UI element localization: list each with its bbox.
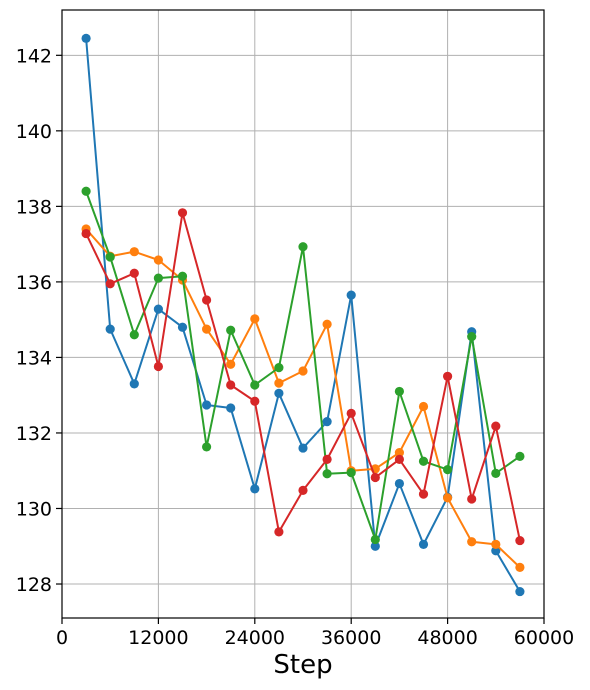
x-tick-label: 36000 — [321, 627, 381, 649]
data-point — [491, 539, 501, 549]
data-point — [418, 401, 429, 412]
data-point — [298, 485, 308, 495]
grid-lines — [61, 10, 545, 618]
plot-frame — [61, 9, 545, 619]
data-point — [202, 324, 212, 334]
data-point — [202, 442, 212, 452]
data-point — [443, 464, 453, 475]
data-point — [177, 271, 188, 281]
data-point — [467, 494, 477, 504]
series-2 — [81, 224, 525, 572]
data-point — [491, 546, 501, 556]
series-group — [81, 33, 525, 597]
data-point — [515, 586, 525, 597]
data-point — [81, 33, 91, 43]
data-point — [298, 242, 308, 252]
data-point — [322, 417, 332, 427]
data-point — [346, 468, 356, 478]
x-axis-title: Step — [273, 650, 332, 680]
data-point — [153, 255, 163, 265]
data-point — [250, 484, 260, 494]
data-point — [515, 451, 525, 461]
y-axis: 128 130 132 134 136 138 140 142 — [16, 45, 62, 596]
data-point — [250, 396, 260, 406]
data-point — [515, 535, 525, 546]
data-point — [346, 290, 356, 300]
data-point — [274, 363, 284, 373]
data-point — [418, 456, 429, 466]
data-point — [129, 247, 139, 257]
data-point — [250, 380, 260, 390]
x-tick-label: 12000 — [128, 627, 188, 649]
data-point — [515, 562, 525, 572]
data-point — [418, 539, 429, 549]
data-point — [226, 380, 236, 390]
data-point — [153, 273, 163, 283]
data-point — [394, 386, 404, 397]
y-tick-label: 132 — [16, 423, 52, 445]
data-point — [418, 489, 429, 499]
data-point — [443, 371, 453, 381]
series-4 — [81, 208, 525, 546]
y-tick-label: 128 — [16, 574, 52, 596]
y-tick-label: 138 — [16, 196, 52, 218]
y-tick-label: 130 — [16, 498, 52, 520]
data-point — [370, 472, 380, 483]
data-point — [226, 403, 236, 413]
x-axis: 0 12000 24000 36000 48000 60000 — [56, 618, 574, 649]
x-tick-label: 48000 — [417, 627, 477, 649]
data-point — [322, 319, 332, 329]
data-point — [202, 400, 212, 410]
data-point — [226, 359, 236, 369]
y-tick-label: 142 — [16, 45, 52, 67]
data-point — [226, 325, 236, 335]
x-tick-label: 24000 — [225, 627, 285, 649]
data-point — [105, 279, 115, 289]
y-tick-label: 134 — [16, 347, 52, 369]
data-point — [250, 314, 260, 324]
y-tick-label: 140 — [16, 121, 52, 143]
data-point — [129, 379, 139, 389]
data-point — [202, 295, 212, 305]
y-tick-label: 136 — [16, 272, 52, 294]
data-point — [346, 408, 356, 418]
x-tick-label: 0 — [56, 627, 68, 649]
data-point — [322, 454, 332, 464]
data-point — [105, 324, 115, 334]
data-point — [274, 388, 284, 398]
data-point — [298, 443, 308, 453]
data-point — [298, 366, 308, 376]
data-point — [105, 252, 115, 262]
data-point — [322, 469, 332, 479]
series-3 — [81, 186, 525, 545]
data-point — [394, 454, 404, 464]
data-point — [370, 534, 380, 545]
data-point — [129, 268, 139, 278]
x-tick-label: 60000 — [514, 627, 574, 649]
data-point — [129, 330, 139, 340]
data-point — [491, 421, 501, 431]
data-point — [467, 537, 477, 547]
data-point — [443, 493, 453, 503]
data-point — [81, 186, 91, 196]
data-point — [491, 468, 501, 478]
data-point — [394, 447, 404, 458]
series-line — [85, 228, 521, 569]
data-point — [153, 361, 163, 372]
data-point — [81, 228, 91, 239]
series-1 — [81, 33, 525, 597]
data-point — [274, 527, 284, 537]
data-point — [177, 322, 188, 332]
data-point — [467, 332, 477, 342]
data-point — [177, 208, 188, 218]
data-point — [394, 478, 404, 489]
data-point — [153, 304, 163, 314]
data-point — [370, 541, 380, 551]
data-point — [274, 378, 284, 388]
